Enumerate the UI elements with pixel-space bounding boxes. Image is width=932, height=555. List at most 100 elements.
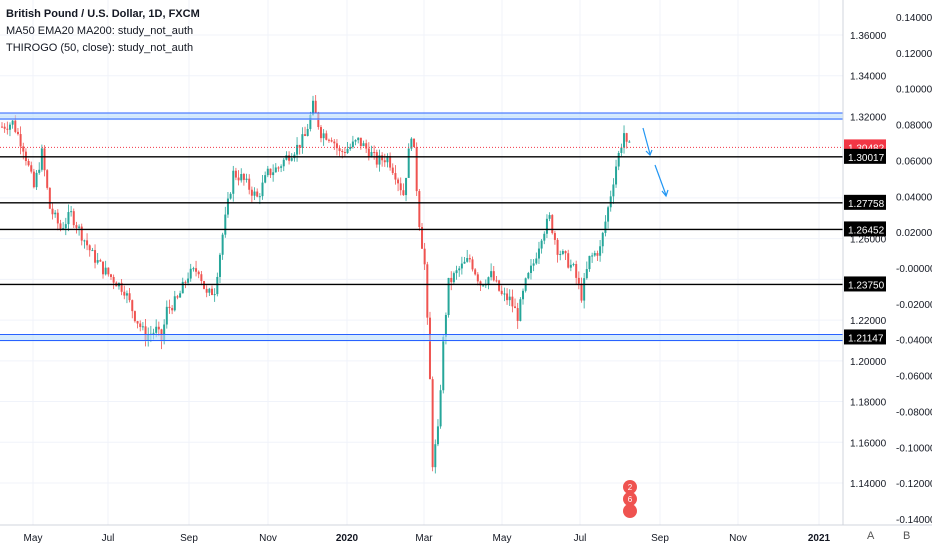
- candle-body: [367, 148, 370, 157]
- indicator-tick-label: 0.06000: [896, 156, 932, 167]
- candle-body: [256, 191, 259, 197]
- candle-body: [205, 288, 208, 293]
- candle-body: [176, 296, 179, 298]
- event-marker-icon[interactable]: 2 6: [623, 480, 637, 518]
- candle-body: [59, 223, 62, 230]
- candle-body: [240, 173, 243, 181]
- candle-body: [346, 149, 349, 154]
- candle-body: [277, 167, 280, 169]
- candle-body: [250, 189, 253, 196]
- candle-body: [314, 100, 317, 113]
- candle-body: [136, 321, 139, 324]
- candle-body: [359, 137, 362, 147]
- svg-text:2: 2: [628, 483, 633, 492]
- candle-body: [349, 147, 352, 150]
- projection-arrow-2: [654, 164, 667, 196]
- candle-body: [54, 212, 57, 215]
- candle-body: [426, 264, 429, 318]
- log-scale-button[interactable]: B: [903, 530, 911, 542]
- time-tick-label: Sep: [651, 533, 669, 544]
- candle-body: [327, 139, 330, 141]
- time-tick-label: Mar: [415, 533, 433, 544]
- candle-body: [370, 152, 373, 157]
- candle-body: [19, 134, 22, 147]
- auto-scale-button[interactable]: A: [867, 530, 875, 542]
- candle-body: [500, 290, 503, 294]
- candle-body: [264, 175, 267, 183]
- candle-body: [373, 152, 376, 154]
- candle-body: [601, 232, 604, 247]
- price-tick-label: 1.26000: [850, 235, 887, 246]
- candle-body: [80, 226, 83, 241]
- time-axis[interactable]: May Jul Sep Nov 2020 Mar May Jul Sep Nov 2021: [24, 533, 831, 544]
- candle-body: [296, 144, 299, 155]
- time-tick-label: 2021: [808, 533, 831, 544]
- price-label: 1.27758: [848, 199, 885, 210]
- candle-body: [123, 291, 126, 296]
- candle-body: [577, 277, 580, 284]
- candle-body: [27, 160, 30, 166]
- candle-body: [612, 184, 615, 197]
- candle-body: [46, 170, 49, 188]
- indicator-tick-label: -0.06000: [896, 372, 932, 383]
- projection-arrow-1-head: [645, 149, 653, 157]
- candle-body: [22, 146, 25, 152]
- indicator-tick-label: 0.10000: [896, 85, 932, 96]
- candle-body: [572, 264, 575, 266]
- candle-body: [474, 269, 477, 275]
- candle-body: [274, 167, 277, 173]
- candle-body: [229, 193, 232, 199]
- time-tick-label: Nov: [259, 533, 277, 544]
- price-axis[interactable]: 1.140001.160001.180001.200001.220001.240…: [850, 31, 887, 490]
- candle-body: [6, 128, 9, 130]
- candle-body: [221, 234, 224, 255]
- candle-body: [168, 306, 171, 309]
- candle-body: [1, 126, 3, 128]
- candle-body: [48, 187, 51, 209]
- candle-body: [575, 264, 578, 278]
- candle-body: [141, 326, 144, 328]
- candle-body: [591, 255, 594, 257]
- candle-body: [109, 274, 112, 277]
- candle-body: [452, 273, 455, 283]
- candle-body: [298, 144, 301, 148]
- candle-body: [35, 172, 38, 188]
- candle-body: [112, 276, 115, 283]
- candle-body: [522, 290, 525, 300]
- candle-body: [543, 233, 546, 241]
- candle-body: [213, 294, 216, 296]
- candle-body: [514, 306, 517, 309]
- candle-body: [620, 147, 623, 153]
- candle-body: [3, 126, 6, 129]
- candle-body: [16, 131, 19, 135]
- price-label-bg: [844, 148, 886, 164]
- candle-body: [447, 277, 450, 316]
- candle-body: [399, 183, 402, 191]
- candle-body: [389, 156, 392, 168]
- candle-body: [173, 296, 176, 311]
- candle-body: [535, 258, 538, 264]
- time-tick-label: Nov: [729, 533, 747, 544]
- candle-body: [503, 293, 506, 295]
- axes: [0, 0, 932, 526]
- candle-body: [224, 214, 227, 235]
- candle-body: [322, 133, 325, 139]
- price-label-bg: [844, 329, 886, 345]
- candle-body: [8, 124, 11, 130]
- projection-arrows: [642, 127, 669, 198]
- price-label: 1.30017: [848, 153, 885, 164]
- candle-body: [64, 224, 67, 229]
- candle-body: [532, 263, 535, 266]
- candle-body: [402, 190, 405, 196]
- candle-body: [540, 240, 543, 249]
- candle-body: [365, 143, 368, 149]
- candle-body: [242, 173, 245, 180]
- candle-body: [192, 268, 195, 270]
- candle-body: [529, 265, 532, 273]
- candle-body: [96, 260, 99, 263]
- candle-body: [458, 268, 461, 271]
- candle-body: [455, 270, 458, 274]
- candle-body: [381, 155, 384, 161]
